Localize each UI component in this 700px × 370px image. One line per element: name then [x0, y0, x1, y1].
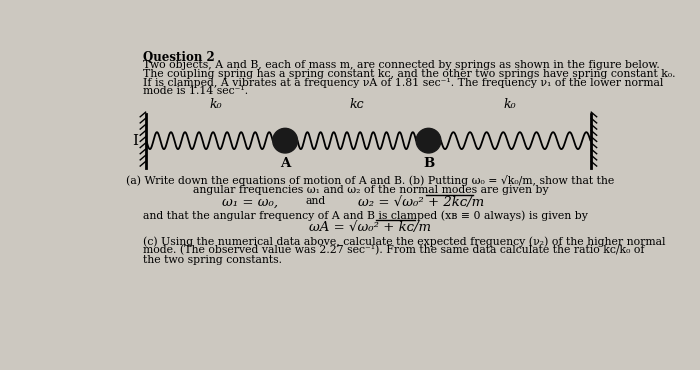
Text: k₀: k₀: [503, 98, 516, 111]
Text: The coupling spring has a spring constant kᴄ, and the other two springs have spr: The coupling spring has a spring constan…: [144, 69, 676, 79]
Text: ωA = √ω₀² + kᴄ/m: ωA = √ω₀² + kᴄ/m: [309, 221, 431, 234]
Text: If is clamped, A vibrates at a frequency νA of 1.81 sec⁻¹. The frequency ν₁ of t: If is clamped, A vibrates at a frequency…: [144, 77, 664, 88]
Text: ω₂ = √ω₀² + 2kᴄ/m: ω₂ = √ω₀² + 2kᴄ/m: [358, 196, 484, 209]
Text: the two spring constants.: the two spring constants.: [144, 255, 282, 265]
Text: ω₁ = ω₀,: ω₁ = ω₀,: [222, 196, 279, 209]
Text: mode. (The observed value was 2.27 sec⁻¹). From the same data calculate the rati: mode. (The observed value was 2.27 sec⁻¹…: [144, 245, 645, 256]
Text: k₀: k₀: [209, 98, 222, 111]
Text: Question 2: Question 2: [144, 51, 215, 64]
Text: I: I: [132, 134, 138, 148]
Text: B: B: [423, 157, 434, 170]
Text: (c) Using the numerical data above, calculate the expected frequency (ν₂) of the: (c) Using the numerical data above, calc…: [144, 236, 666, 247]
Text: and: and: [306, 196, 326, 206]
Text: A: A: [280, 157, 290, 170]
Text: angular frequencies ω₁ and ω₂ of the normal modes are given by: angular frequencies ω₁ and ω₂ of the nor…: [193, 185, 548, 195]
Text: and that the angular frequency of A and B is clamped (xʙ ≡ 0 always) is given by: and that the angular frequency of A and …: [144, 210, 588, 221]
Text: mode is 1.14 sec⁻¹.: mode is 1.14 sec⁻¹.: [144, 86, 248, 96]
Circle shape: [273, 128, 298, 153]
Text: Two objects, A and B, each of mass m, are connected by springs as shown in the f: Two objects, A and B, each of mass m, ar…: [144, 60, 660, 70]
Text: (a) Write down the equations of motion of A and B. (b) Putting ω₀ = √k₀/m, show : (a) Write down the equations of motion o…: [126, 175, 615, 186]
Text: kᴄ: kᴄ: [349, 98, 364, 111]
Circle shape: [416, 128, 441, 153]
